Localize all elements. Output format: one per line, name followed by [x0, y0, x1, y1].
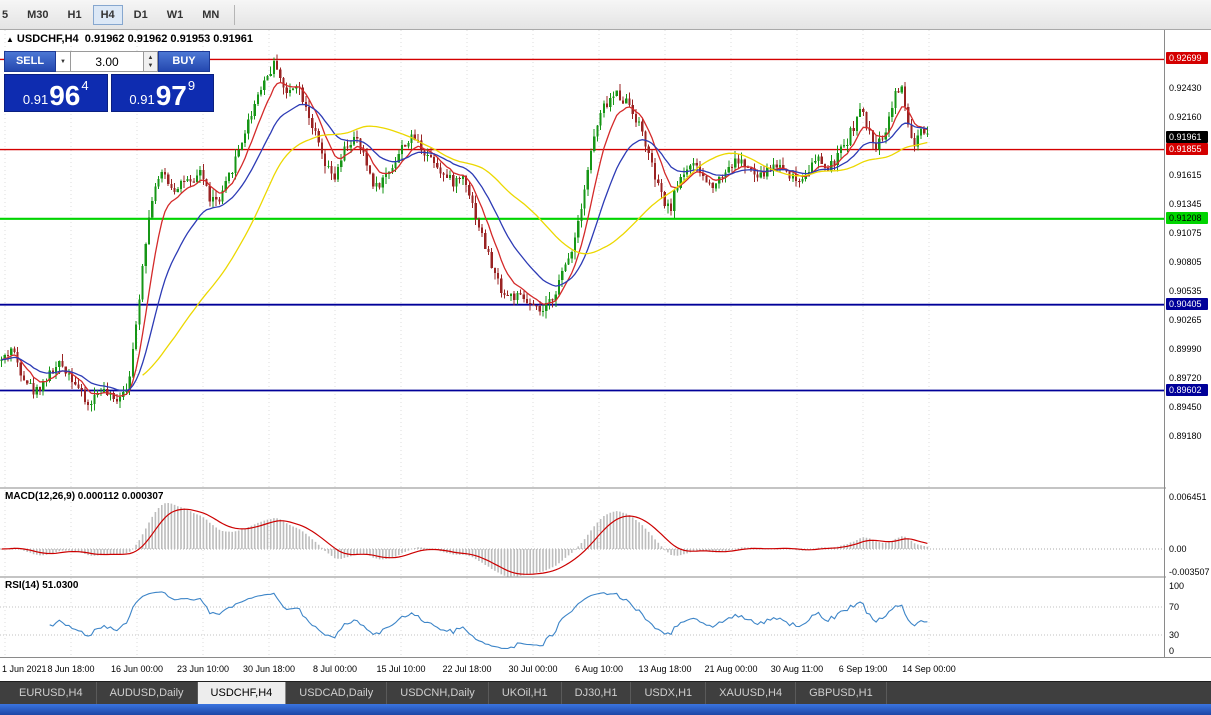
chart-ohlc-header: ▲ USDCHF,H4 0.91962 0.91962 0.91953 0.919… — [6, 33, 253, 45]
price-level-badge: 0.91208 — [1166, 211, 1208, 224]
volume-spinner[interactable]: ▲ ▼ — [144, 51, 158, 72]
sell-price-pips: 96 — [49, 80, 81, 112]
price-axis-tick: 0.91075 — [1169, 228, 1202, 239]
macd-axis-tick: -0.003507 — [1169, 567, 1210, 577]
price-axis-tick: 0.89990 — [1169, 344, 1202, 355]
chart-symbol-label: USDCHF,H4 — [16, 33, 79, 45]
time-axis-label: 21 Aug 00:00 — [704, 664, 758, 674]
time-axis-label: 30 Jul 00:00 — [508, 664, 558, 674]
candle-direction-icon: ▲ — [6, 35, 14, 44]
timeframe-button-mn[interactable]: MN — [194, 5, 227, 25]
sell-price-point: 4 — [81, 78, 89, 93]
price-level-badge: 0.91855 — [1166, 142, 1208, 155]
sell-price[interactable]: 0.91 96 4 — [4, 74, 108, 112]
moving-average-lines — [1, 81, 928, 397]
time-axis-label: 14 Sep 00:00 — [902, 664, 956, 674]
price-level-badge: 0.90405 — [1166, 297, 1208, 310]
price-axis-tick: 0.89180 — [1169, 430, 1202, 441]
buy-price-pips: 97 — [155, 80, 187, 112]
timeframe-button-m30[interactable]: M30 — [19, 5, 56, 25]
macd-panel — [0, 503, 1164, 577]
rsi-indicator-label: RSI(14) 51.0300 — [5, 580, 79, 591]
time-axis-label: 1 Jun 2021 — [2, 664, 47, 674]
sell-price-base: 0.91 — [22, 92, 49, 107]
toolbar-divider — [234, 4, 236, 25]
chevron-down-icon: ▼ — [60, 58, 66, 65]
rsi-axis-tick: 0 — [1169, 646, 1175, 656]
volume-input[interactable] — [71, 51, 144, 72]
tab-xauusd-h4[interactable]: XAUUSD,H4 — [706, 682, 797, 704]
price-axis-tick: 0.90535 — [1169, 285, 1202, 296]
price-axis-tick: 0.89450 — [1169, 401, 1202, 412]
tab-usdcad-daily[interactable]: USDCAD,Daily — [286, 682, 388, 704]
price-axis-tick: 0.91345 — [1169, 199, 1202, 210]
timeframe-button-h4[interactable]: H4 — [92, 4, 123, 25]
tab-gbpusd-h1[interactable]: GBPUSD,H1 — [796, 682, 887, 704]
tab-usdx-h1[interactable]: USDX,H1 — [631, 682, 707, 704]
chart-region: ▲ USDCHF,H4 0.91962 0.91962 0.91953 0.919… — [0, 30, 1211, 657]
tab-usdcnh-daily[interactable]: USDCNH,Daily — [387, 682, 489, 704]
macd-axis-tick: 0.006451 — [1169, 492, 1207, 502]
price-level-badge: 0.91961 — [1166, 131, 1208, 144]
timeframe-button-h1[interactable]: H1 — [60, 5, 90, 25]
volume-dropdown-button[interactable]: ▼ — [56, 51, 71, 72]
time-axis-label: 23 Jun 10:00 — [176, 664, 230, 674]
spinner-down-icon: ▼ — [147, 62, 154, 69]
time-axis-label: 22 Jul 18:00 — [442, 664, 492, 674]
time-axis-label: 8 Jul 00:00 — [312, 664, 358, 674]
macd-indicator-label: MACD(12,26,9) 0.000112 0.000307 — [5, 491, 164, 502]
time-axis-label: 30 Jun 18:00 — [242, 664, 296, 674]
time-axis-label: 15 Jul 10:00 — [376, 664, 426, 674]
symbol-tab-bar: EURUSD,H4 AUDUSD,Daily USDCHF,H4 USDCAD,Dai… — [0, 681, 1211, 704]
time-axis-label: 6 Sep 19:00 — [838, 664, 888, 674]
price-level-badge: 0.89602 — [1166, 383, 1208, 396]
taskbar-strip — [0, 704, 1211, 715]
time-axis-label: 16 Jun 00:00 — [110, 664, 164, 674]
spinner-up-icon: ▲ — [147, 54, 154, 61]
buy-button[interactable]: BUY — [158, 51, 210, 72]
tab-dj30-h1[interactable]: DJ30,H1 — [562, 682, 632, 704]
price-axis-tick: 0.90805 — [1169, 256, 1202, 267]
timeframe-button-d1[interactable]: D1 — [126, 5, 156, 25]
price-axis-tick: 0.90265 — [1169, 314, 1202, 325]
price-axis[interactable]: 0.92430 0.92160 0.91615 0.91345 0.91075 0.908… — [1166, 30, 1211, 657]
price-axis-tick: 0.92430 — [1169, 83, 1202, 94]
chart-ohlc-values: 0.91962 0.91962 0.91953 0.91961 — [84, 33, 253, 45]
candles-group — [0, 54, 929, 412]
buy-price[interactable]: 0.91 97 9 — [110, 74, 214, 112]
tab-usdchf-h4[interactable]: USDCHF,H4 — [197, 682, 287, 704]
time-axis-label: 13 Aug 18:00 — [638, 664, 692, 674]
tab-eurusd-h4[interactable]: EURUSD,H4 — [6, 682, 97, 704]
price-axis-tick: 0.91615 — [1169, 170, 1202, 181]
timeframe-button-w1[interactable]: W1 — [159, 5, 192, 25]
timeframe-toolbar: 5 M30 H1 H4 D1 W1 MN — [0, 0, 1211, 30]
sell-button[interactable]: SELL — [4, 51, 56, 72]
macd-axis-tick: 0.00 — [1169, 544, 1187, 554]
time-axis-label: 6 Aug 10:00 — [574, 664, 624, 674]
buy-price-base: 0.91 — [129, 92, 155, 107]
timeframe-button-5[interactable]: 5 — [0, 5, 16, 25]
time-axis-label: 30 Aug 11:00 — [770, 664, 824, 674]
rsi-panel — [0, 591, 1164, 650]
rsi-axis-tick: 30 — [1169, 630, 1180, 640]
price-axis-tick: 0.89720 — [1169, 372, 1202, 383]
rsi-axis-tick: 100 — [1169, 581, 1185, 591]
tab-ukoil-h1[interactable]: UKOil,H1 — [489, 682, 562, 704]
price-level-badge: 0.92699 — [1166, 52, 1208, 65]
price-axis-tick: 0.92160 — [1169, 111, 1202, 122]
buy-price-point: 9 — [187, 78, 196, 93]
time-axis[interactable]: 1 Jun 2021 8 Jun 18:00 16 Jun 00:00 23 Jun … — [0, 657, 1211, 681]
tab-audusd-daily[interactable]: AUDUSD,Daily — [97, 682, 198, 704]
time-axis-label: 8 Jun 18:00 — [47, 664, 95, 674]
rsi-axis-tick: 70 — [1169, 602, 1180, 612]
price-chart-canvas[interactable] — [0, 30, 1211, 657]
one-click-trade-panel: SELL ▼ ▲ ▼ BUY 0.91 96 4 0.91 97 9 — [4, 51, 214, 112]
